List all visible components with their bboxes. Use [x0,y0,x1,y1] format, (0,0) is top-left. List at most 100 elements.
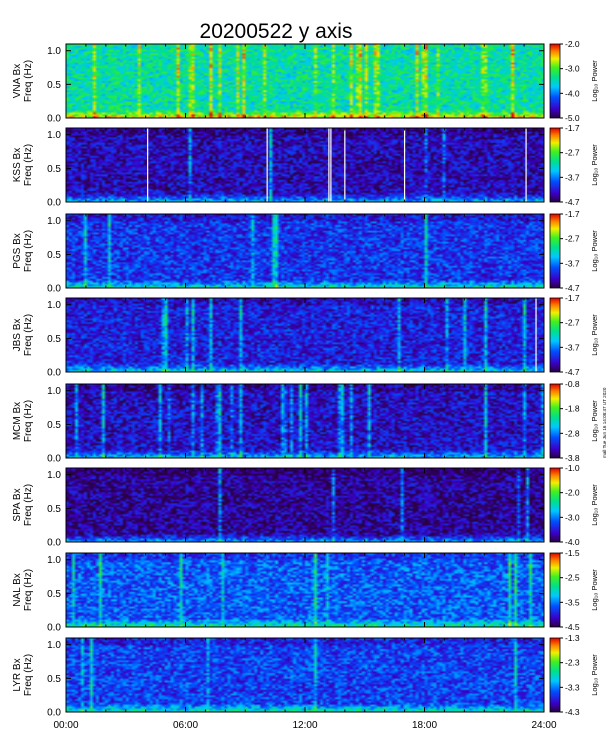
colorbar-gradient [549,297,561,373]
colorbar: -1.0 -2.0 -3.0 -4.0 Log₁₀ Power [549,463,599,547]
colorbar-gradient [549,637,561,713]
colorbar-tick-label: -3.8 [565,453,580,463]
freq-unit-label: Freq (Hz) [23,569,34,611]
colorbar-gradient [549,383,561,459]
freq-unit-label: Freq (Hz) [23,314,34,356]
colorbar-tick-label: -3.3 [565,682,580,692]
station-label: VNA Bx [12,64,23,98]
station-label: KSS Bx [12,148,23,182]
colorbar-tick-label: -1.5 [565,548,580,558]
colorbar-gradient [549,43,561,119]
colorbar-label: Log₁₀ Power [590,60,599,102]
colorbar-tick-label: -1.8 [565,404,580,414]
station-label: MCM Bx [12,402,23,440]
colorbar-label: Log₁₀ Power [590,484,599,526]
colorbar-tick-label: -4.3 [565,707,580,717]
freq-unit-label: Freq (Hz) [23,144,34,186]
colorbar-tick-label: -3.7 [565,172,580,182]
panel-spa: 0.0 0.5 1.0 SPA BxFreq (Hz) -1.0 -2.0 -3.0 -4.0… [12,463,599,549]
colorbar-label: Log₁₀ Power [590,144,599,186]
spectrogram-image [66,298,544,372]
colorbar-gradient [549,127,561,203]
colorbar-gradient [549,213,561,289]
panel-kss: 0.0 0.5 1.0 KSS BxFreq (Hz) -1.7 -2.7 -3.7 -4.7… [12,123,599,209]
freq-unit-label: Freq (Hz) [23,60,34,102]
y-tick-label: 1.0 [47,555,61,566]
y-axis-label: JBS BxFreq (Hz) [12,314,34,356]
y-axis-label: MCM BxFreq (Hz) [12,400,34,442]
colorbar: -1.7 -2.7 -3.7 -4.7 Log₁₀ Power [549,209,599,293]
colorbar-tick-label: -3.7 [565,342,580,352]
colorbar-tick-label: -4.5 [565,622,580,632]
y-tick-label: 1.0 [47,640,61,651]
colorbar-tick-label: -1.7 [565,123,580,133]
y-axis-label: PGS BxFreq (Hz) [12,230,34,272]
colorbar-tick-label: -3.7 [565,258,580,268]
freq-unit-label: Freq (Hz) [23,484,34,526]
y-tick-label: 0.5 [47,250,61,261]
colorbar: -0.8 -1.8 -2.8 -3.8 Log₁₀ Power [549,379,599,463]
station-label: SPA Bx [12,488,23,521]
colorbar-tick-label: -4.7 [565,283,580,293]
station-label: PGS Bx [12,233,23,269]
colorbar-tick-label: -2.5 [565,573,580,583]
freq-unit-label: Freq (Hz) [23,400,34,442]
y-tick-label: 0.5 [47,504,61,515]
station-label: LYR Bx [12,658,23,691]
colorbar-tick-label: -3.5 [565,597,580,607]
y-tick-label: 1.0 [47,46,61,57]
colorbar-tick-label: -2.3 [565,658,580,668]
colorbar-tick-label: -2.7 [565,234,580,244]
y-tick-label: 1.0 [47,300,61,311]
colorbar-label: Log₁₀ Power [590,654,599,696]
panel-lyr: 0.0 0.5 1.0 LYR BxFreq (Hz) -1.3 -2.3 -3.3 -4.3… [12,633,599,719]
colorbar-tick-label: -2.7 [565,148,580,158]
station-label: JBS Bx [12,319,23,352]
colorbar-tick-label: -4.7 [565,197,580,207]
freq-unit-label: Freq (Hz) [23,230,34,272]
y-tick-label: 0.5 [47,589,61,600]
panel-mcm: 0.0 0.5 1.0 MCM BxFreq (Hz) -0.8 -1.8 -2.8 -3.8… [12,379,599,465]
y-tick-label: 0.0 [47,198,61,209]
colorbar-tick-label: -2.7 [565,318,580,328]
colorbar-gradient [549,552,561,628]
y-tick-label: 0.5 [47,80,61,91]
panel-pgs: 0.0 0.5 1.0 PGS BxFreq (Hz) -1.7 -2.7 -3.7 -4.7… [12,209,599,295]
y-tick-label: 1.0 [47,130,61,141]
colorbar: -1.5 -2.5 -3.5 -4.5 Log₁₀ Power [549,548,599,632]
spectrogram-image [66,553,544,627]
y-tick-label: 0.5 [47,334,61,345]
y-axis-label: KSS BxFreq (Hz) [12,144,34,186]
y-tick-label: 0.0 [47,708,61,719]
spectrogram-image [66,384,544,458]
y-axis-label: NAL BxFreq (Hz) [12,569,34,611]
panel-vna: 0.0 0.5 1.0 VNA BxFreq (Hz) -2.0 -3.0 -4.0 -5.0… [12,39,599,125]
colorbar-tick-label: -4.0 [565,88,580,98]
panel-nal: 0.0 0.5 1.0 NAL BxFreq (Hz) -1.5 -2.5 -3.5 -4.5… [12,548,599,634]
colorbar-tick-label: -2.0 [565,39,580,49]
spectrogram-image [66,44,544,118]
colorbar-tick-label: -2.8 [565,428,580,438]
colorbar: -2.0 -3.0 -4.0 -5.0 Log₁₀ Power [549,39,599,123]
colorbar: -1.3 -2.3 -3.3 -4.3 Log₁₀ Power [549,633,599,717]
side-note: mall Tue Jun 16 14:08:47 UT 2020 [602,387,607,458]
y-tick-label: 0.0 [47,114,61,125]
y-tick-label: 1.0 [47,470,61,481]
spectrogram-image [66,128,544,202]
colorbar-tick-label: -1.7 [565,209,580,219]
y-tick-label: 1.0 [47,386,61,397]
panel-jbs: 0.0 0.5 1.0 JBS BxFreq (Hz) -1.7 -2.7 -3.7 -4.7… [12,293,599,379]
y-axis-label: VNA BxFreq (Hz) [12,60,34,102]
station-label: NAL Bx [12,573,23,607]
y-tick-label: 0.0 [47,284,61,295]
x-tick-label: 18:00 [412,720,437,731]
colorbar-gradient [549,467,561,543]
colorbar: -1.7 -2.7 -3.7 -4.7 Log₁₀ Power [549,293,599,377]
x-tick-label: 06:00 [173,720,198,731]
y-tick-label: 0.0 [47,538,61,549]
y-tick-label: 0.0 [47,454,61,465]
colorbar-tick-label: -4.0 [565,537,580,547]
colorbar-tick-label: -1.0 [565,463,580,473]
y-tick-label: 0.5 [47,420,61,431]
